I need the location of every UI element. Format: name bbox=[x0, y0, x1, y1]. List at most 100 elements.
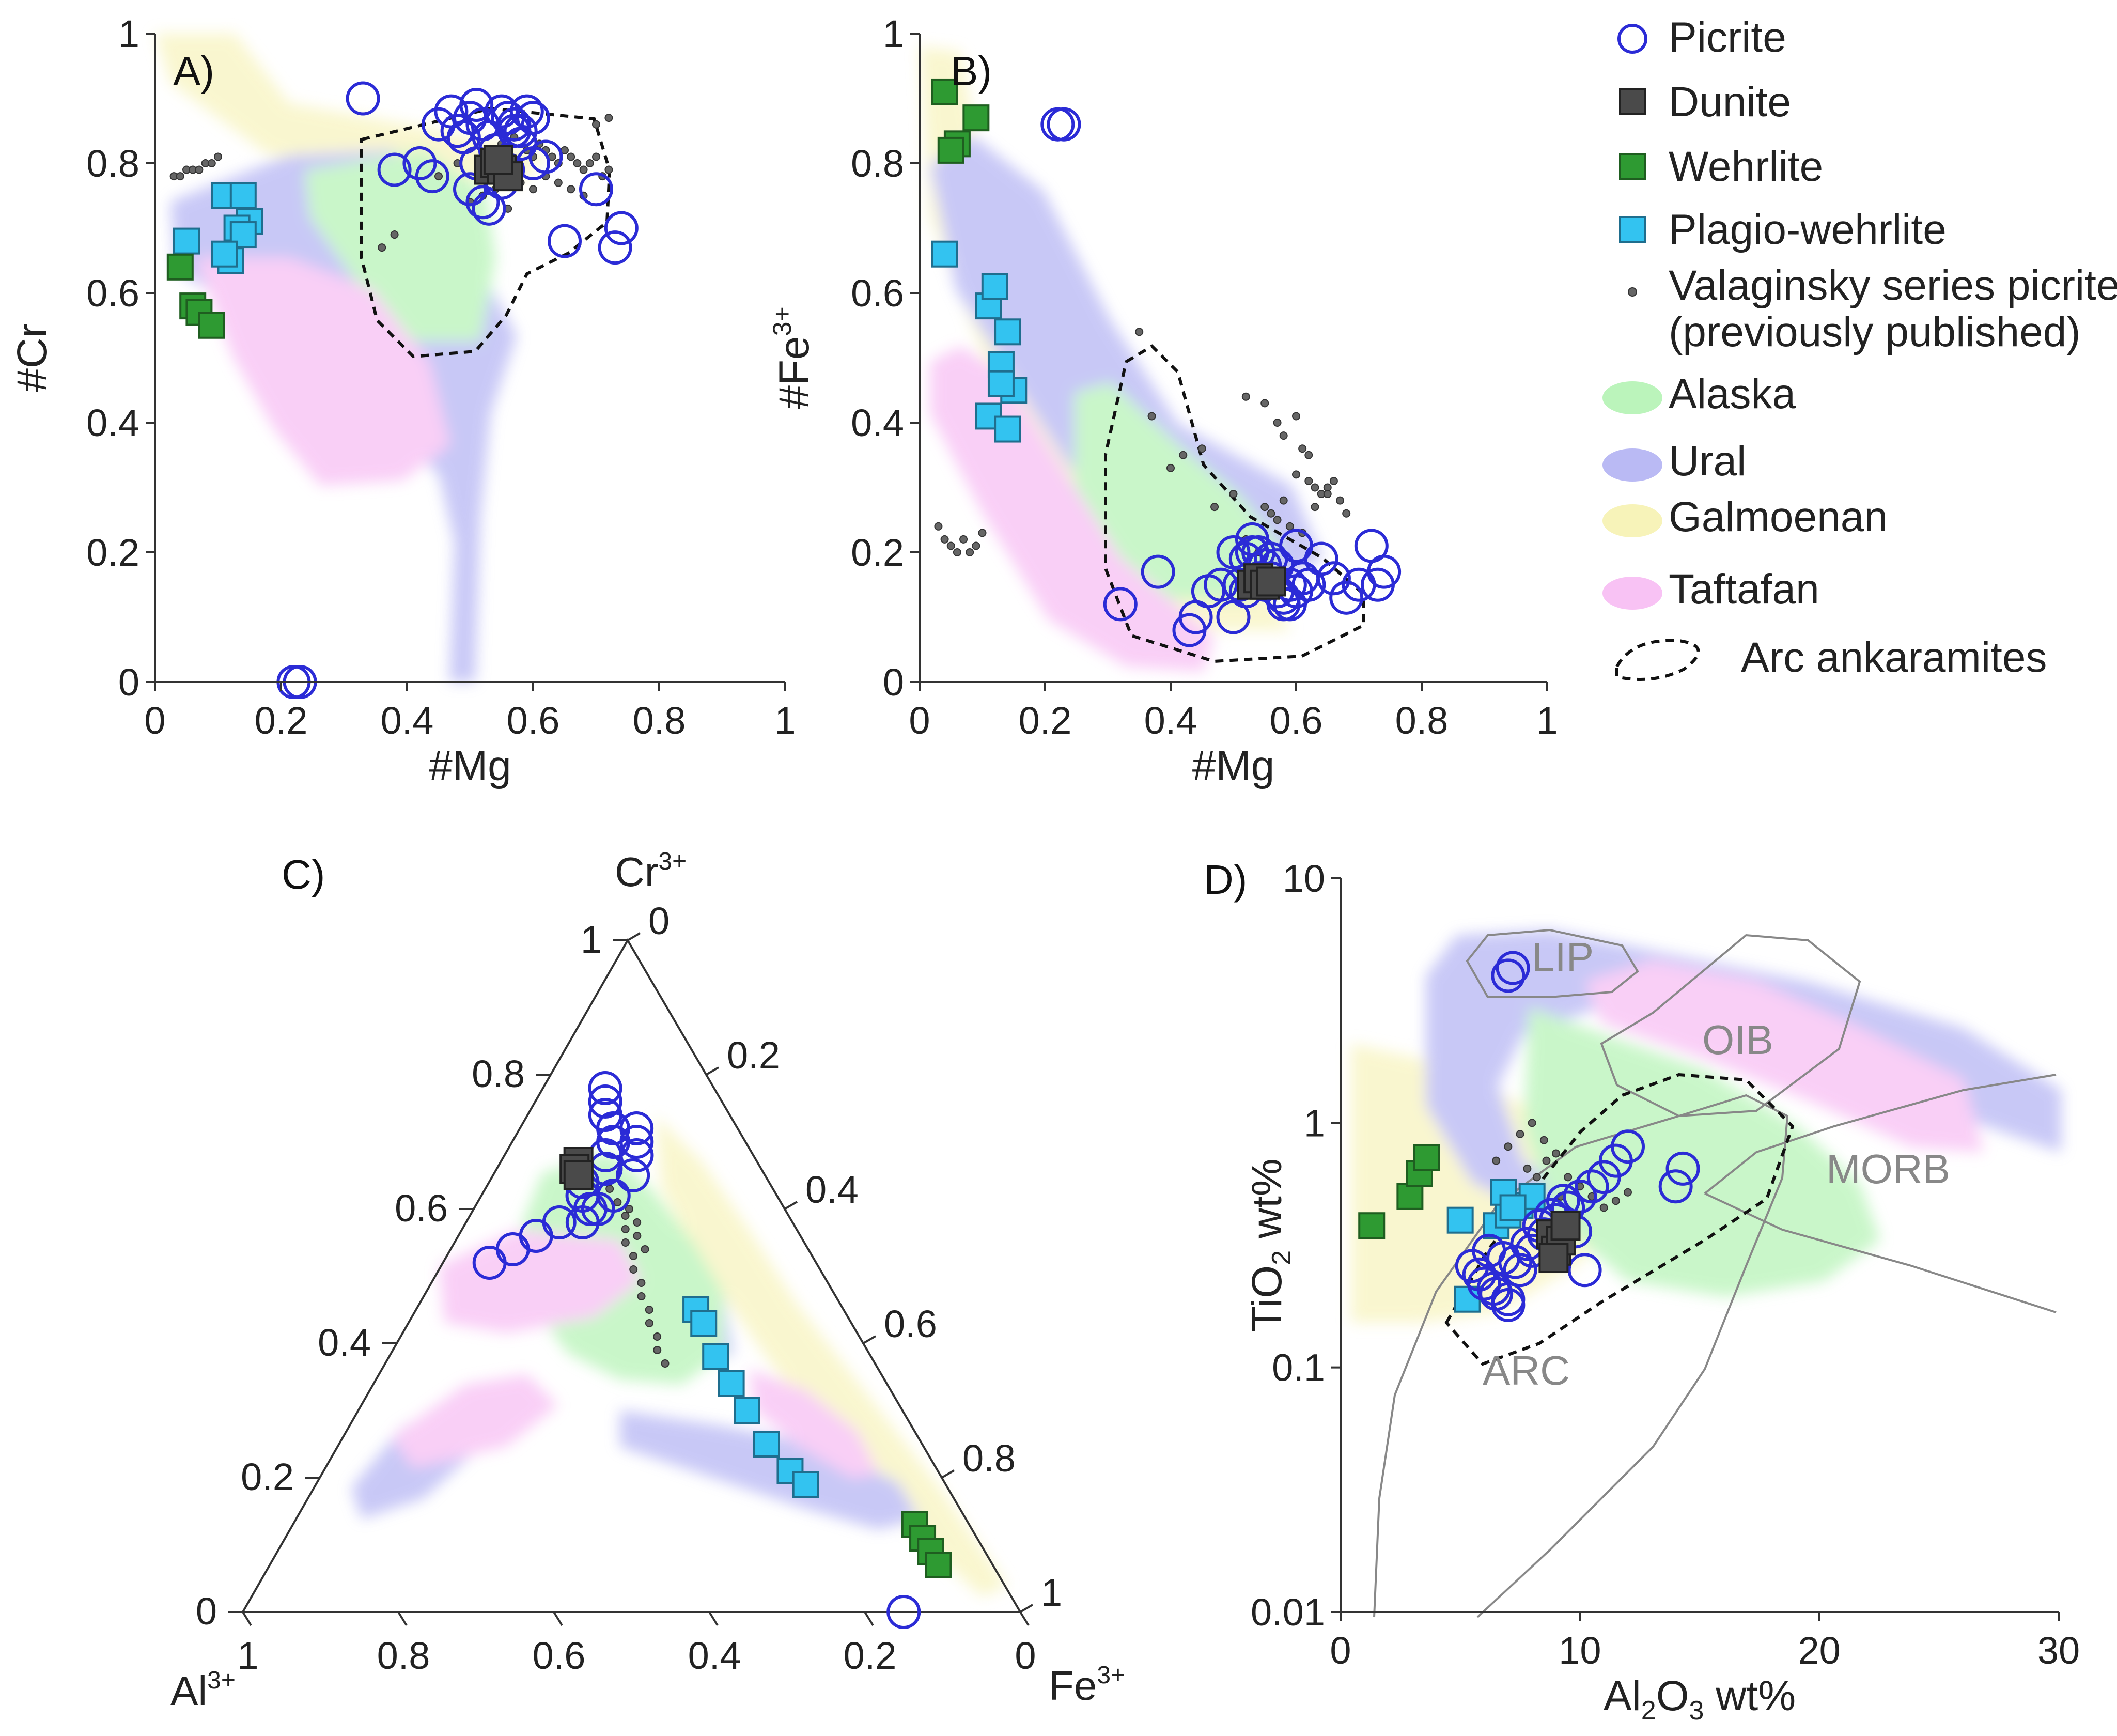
panel-a-valaginsky-series-picrites-point bbox=[554, 178, 563, 187]
panel-b-valaginsky-series-picrites-point bbox=[1336, 496, 1345, 505]
legend-dunite-label: Dunite bbox=[1669, 79, 1791, 126]
panel-a: 0 0.2 0.4 0.6 0.8 1 0 0.2 0.4 0.6 0.8 1 #Mg #Cr A) bbox=[9, 12, 796, 789]
panel-a-alaska-region bbox=[305, 150, 496, 341]
panel-d-region-morb: MORB bbox=[1826, 1146, 1950, 1192]
panel-c-right-tick-label: 0.4 bbox=[805, 1168, 859, 1211]
panel-c-bottom-tick bbox=[864, 1611, 874, 1626]
panel-c-valaginsky-series-picrites-point bbox=[653, 1332, 662, 1341]
panel-d-y-tick-label: 1 bbox=[1304, 1102, 1325, 1144]
panel-d-valaginsky-series-picrites-point bbox=[1552, 1149, 1560, 1158]
panel-c-bottom-tick bbox=[397, 1611, 408, 1626]
panel-b-valaginsky-series-picrites-point bbox=[946, 541, 955, 550]
panel-d-arc-outline bbox=[1444, 1073, 1795, 1366]
panel-a-wehrlite-point bbox=[166, 253, 194, 281]
panel-d-region-arc: ARC bbox=[1483, 1347, 1570, 1393]
panel-b-valaginsky-series-picrites-point bbox=[1197, 444, 1206, 453]
panel-b-valaginsky-series-picrites-point bbox=[1285, 522, 1294, 531]
panel-d-picrite-point bbox=[1503, 1253, 1537, 1288]
panel-a-picrite-point bbox=[579, 172, 613, 207]
panel-c-bottom-tick-label: 0.6 bbox=[533, 1634, 586, 1677]
panel-a-y-axis-label: #Cr bbox=[9, 323, 56, 392]
panel-c-picrite-point bbox=[565, 1205, 600, 1239]
panel-d-valaginsky-series-picrites-point bbox=[1611, 1197, 1620, 1205]
panel-b-ural-region bbox=[930, 134, 1322, 594]
panel-b-valaginsky-series-picrites-point bbox=[959, 535, 968, 544]
panel-b-valaginsky-series-picrites-point bbox=[1260, 503, 1269, 512]
panel-b-x-tick-label: 0 bbox=[909, 699, 930, 742]
panel-d-region-oib: OIB bbox=[1702, 1017, 1773, 1063]
panel-a-y-tick-label: 0 bbox=[118, 661, 139, 704]
panel-c-valaginsky-series-picrites-point bbox=[613, 1198, 622, 1206]
panel-b-valaginsky-series-picrites-point bbox=[1329, 476, 1338, 485]
panel-a-x-tick-label: 0.8 bbox=[633, 699, 686, 742]
panel-a-dunite-point bbox=[483, 145, 513, 175]
panel-b-points bbox=[931, 78, 1402, 647]
panel-c-picrite-point bbox=[886, 1595, 921, 1629]
panel-c-taftafan-region bbox=[393, 1230, 878, 1478]
panel-c-picrite-point bbox=[588, 1084, 622, 1119]
legend-galmoenan-swatch bbox=[1602, 504, 1662, 537]
panel-d-wehrlite-point bbox=[1396, 1183, 1424, 1210]
panel-b-valaginsky-series-picrites-point bbox=[978, 529, 987, 537]
panel-d-morb-field bbox=[1704, 1074, 2057, 1313]
panel-b-x-tick-label: 0.6 bbox=[1270, 699, 1323, 742]
panel-b-valaginsky-series-picrites-point bbox=[940, 535, 949, 544]
legend-valaginsky-label: Valaginsky series picrites bbox=[1669, 262, 2117, 309]
panel-c-picrite-point bbox=[619, 1138, 654, 1172]
panel-a-axes: 0 0.2 0.4 0.6 0.8 1 0 0.2 0.4 0.6 0.8 1 #Mg #Cr bbox=[9, 12, 796, 789]
panel-c-valaginsky-series-picrites-point bbox=[661, 1359, 670, 1368]
panel-d-picrite-point bbox=[1658, 1169, 1693, 1204]
panel-a-valaginsky-series-picrites-point bbox=[529, 185, 537, 194]
panel-b-valaginsky-series-picrites-point bbox=[1304, 476, 1313, 485]
panel-d-points bbox=[1358, 951, 1700, 1322]
panel-a-x-tick-label: 0.4 bbox=[381, 699, 434, 742]
panel-c-bottom-tick bbox=[242, 1611, 252, 1626]
panel-c-valaginsky-series-picrites-point bbox=[625, 1205, 633, 1213]
panel-b-valaginsky-series-picrites-point bbox=[1273, 419, 1282, 427]
panel-a-plagio-wehrlite-point bbox=[173, 227, 200, 255]
panel-b-valaginsky-series-picrites-point bbox=[1323, 490, 1332, 499]
panel-b-label: B) bbox=[951, 48, 992, 94]
panel-c-right-tick-label: 0.6 bbox=[884, 1303, 937, 1345]
panel-c-left-tick-label: 1 bbox=[581, 918, 602, 961]
panel-a-valaginsky-series-picrites-point bbox=[378, 243, 386, 252]
panel-a-valaginsky-series-picrites-point bbox=[434, 172, 443, 181]
panel-b-picrite-point bbox=[1047, 107, 1081, 142]
panel-d-valaginsky-series-picrites-point bbox=[1564, 1173, 1573, 1182]
legend-plagio-wehrlite-marker bbox=[1619, 216, 1646, 243]
panel-a-label: A) bbox=[173, 48, 214, 94]
panel-c-galmoenan-region bbox=[656, 1116, 1007, 1597]
panel-c-picrite-point bbox=[616, 1158, 650, 1192]
panel-c-valaginsky-series-picrites-point bbox=[621, 1225, 630, 1233]
panel-d-picrite-point bbox=[1491, 958, 1526, 993]
panel-d-picrite-point bbox=[1491, 1282, 1526, 1316]
panel-a-valaginsky-series-picrites-point bbox=[214, 152, 222, 161]
panel-d-wehrlite-point bbox=[1413, 1144, 1440, 1171]
panel-c-right-tick-label: 0.2 bbox=[727, 1034, 780, 1077]
panel-c-right-tick bbox=[627, 932, 641, 941]
legend-wehrlite-marker bbox=[1619, 153, 1646, 180]
panel-c-valaginsky-series-picrites-point bbox=[621, 1212, 630, 1220]
panel-b-y-axis-label: #Fe3+ bbox=[768, 306, 818, 409]
legend-galmoenan-label: Galmoenan bbox=[1669, 493, 1888, 540]
panel-d-picrite-point bbox=[1611, 1129, 1645, 1164]
panel-b-picrite-point bbox=[1040, 107, 1075, 142]
panel-c-bottom-tick-label: 0.4 bbox=[688, 1634, 741, 1677]
panel-a-valaginsky-series-picrites-point bbox=[567, 185, 575, 194]
legend: Picrite Dunite Wehrlite Plagio-wehrlite … bbox=[1602, 14, 2117, 681]
panel-b-valaginsky-series-picrites-point bbox=[1229, 490, 1238, 499]
panel-a-picrite-point bbox=[377, 152, 412, 187]
panel-b-plagio-wehrlite-point bbox=[987, 370, 1015, 397]
panel-b-valaginsky-series-picrites-point bbox=[1260, 399, 1269, 408]
panel-a-y-tick-label: 1 bbox=[118, 12, 139, 55]
panel-c-valaginsky-series-picrites-point bbox=[629, 1252, 638, 1260]
panel-b-y-tick-label: 0.2 bbox=[851, 531, 904, 574]
legend-alaska-swatch bbox=[1602, 381, 1662, 414]
panel-c-valaginsky-series-picrites-point bbox=[645, 1306, 653, 1314]
panel-a-picrite-point bbox=[598, 230, 632, 265]
panel-c-valaginsky-series-picrites-point bbox=[645, 1319, 653, 1327]
panel-c-vertex-left: Al3+ bbox=[170, 1667, 236, 1714]
panel-c-left-tick-label: 0 bbox=[196, 1590, 217, 1633]
legend-plagio-wehrlite-label: Plagio-wehrlite bbox=[1669, 206, 1947, 253]
